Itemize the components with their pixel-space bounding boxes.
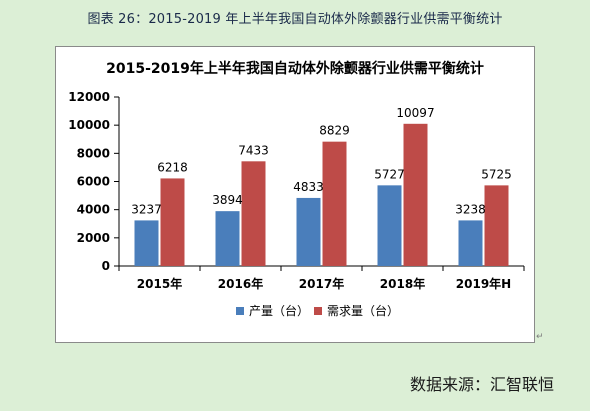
legend: 产量（台） 需求量（台） [236, 303, 399, 318]
bar-chart: 2015-2019年上半年我国自动体外除颤器行业供需平衡统计 0 2000 4000… [68, 60, 525, 318]
x-tick-label: 2017年 [299, 276, 344, 291]
y-tick-label: 8000 [77, 146, 110, 160]
y-tick-label: 2000 [77, 231, 110, 245]
bars [134, 123, 509, 266]
bar-production [215, 211, 240, 266]
figure-caption: 图表 26：2015-2019 年上半年我国自动体外除颤器行业供需平衡统计 [87, 12, 503, 27]
bar-production [134, 220, 159, 266]
data-label: 7433 [238, 143, 269, 157]
bar-demand [484, 185, 509, 266]
chart-panel: 2015-2019年上半年我国自动体外除颤器行业供需平衡统计 0 2000 4000… [55, 46, 535, 343]
data-label: 6218 [157, 160, 188, 174]
data-label: 5725 [481, 167, 512, 181]
bar-demand [403, 123, 428, 266]
legend-swatch [314, 307, 322, 315]
x-tick-label: 2018年 [380, 276, 425, 291]
axes: 0 2000 4000 6000 8000 10000 12000 2015年 2016年 201… [68, 90, 525, 291]
data-label: 5727 [374, 167, 405, 181]
y-tick-label: 10000 [68, 118, 110, 132]
bar-production [458, 220, 483, 266]
paragraph-mark: ↵ [536, 332, 544, 342]
legend-swatch [236, 307, 244, 315]
data-label: 3238 [455, 202, 486, 216]
bar-demand [241, 161, 266, 266]
data-label: 3894 [212, 193, 243, 207]
bar-production [296, 197, 321, 266]
y-tick-label: 0 [102, 259, 110, 273]
data-label: 8829 [319, 124, 350, 138]
bar-production [377, 185, 402, 266]
bar-demand [160, 178, 185, 266]
bar-demand [322, 141, 347, 266]
data-label: 10097 [396, 106, 434, 120]
source-note: 数据来源：汇智联恒 [410, 375, 555, 394]
chart-title: 2015-2019年上半年我国自动体外除颤器行业供需平衡统计 [106, 60, 484, 77]
data-labels: 3237 3894 4833 5727 3238 6218 7433 8829 10097 572… [131, 106, 512, 217]
y-tick-label: 12000 [68, 90, 110, 104]
x-tick-label: 2016年 [218, 276, 263, 291]
legend-label: 产量（台） [249, 303, 309, 318]
x-tick-label: 2019年H [456, 276, 511, 291]
y-tick-label: 6000 [77, 175, 110, 189]
data-label: 4833 [293, 180, 324, 194]
y-tick-label: 4000 [77, 203, 110, 217]
legend-label: 需求量（台） [327, 303, 399, 318]
data-label: 3237 [131, 202, 162, 216]
x-tick-label: 2015年 [137, 276, 182, 291]
